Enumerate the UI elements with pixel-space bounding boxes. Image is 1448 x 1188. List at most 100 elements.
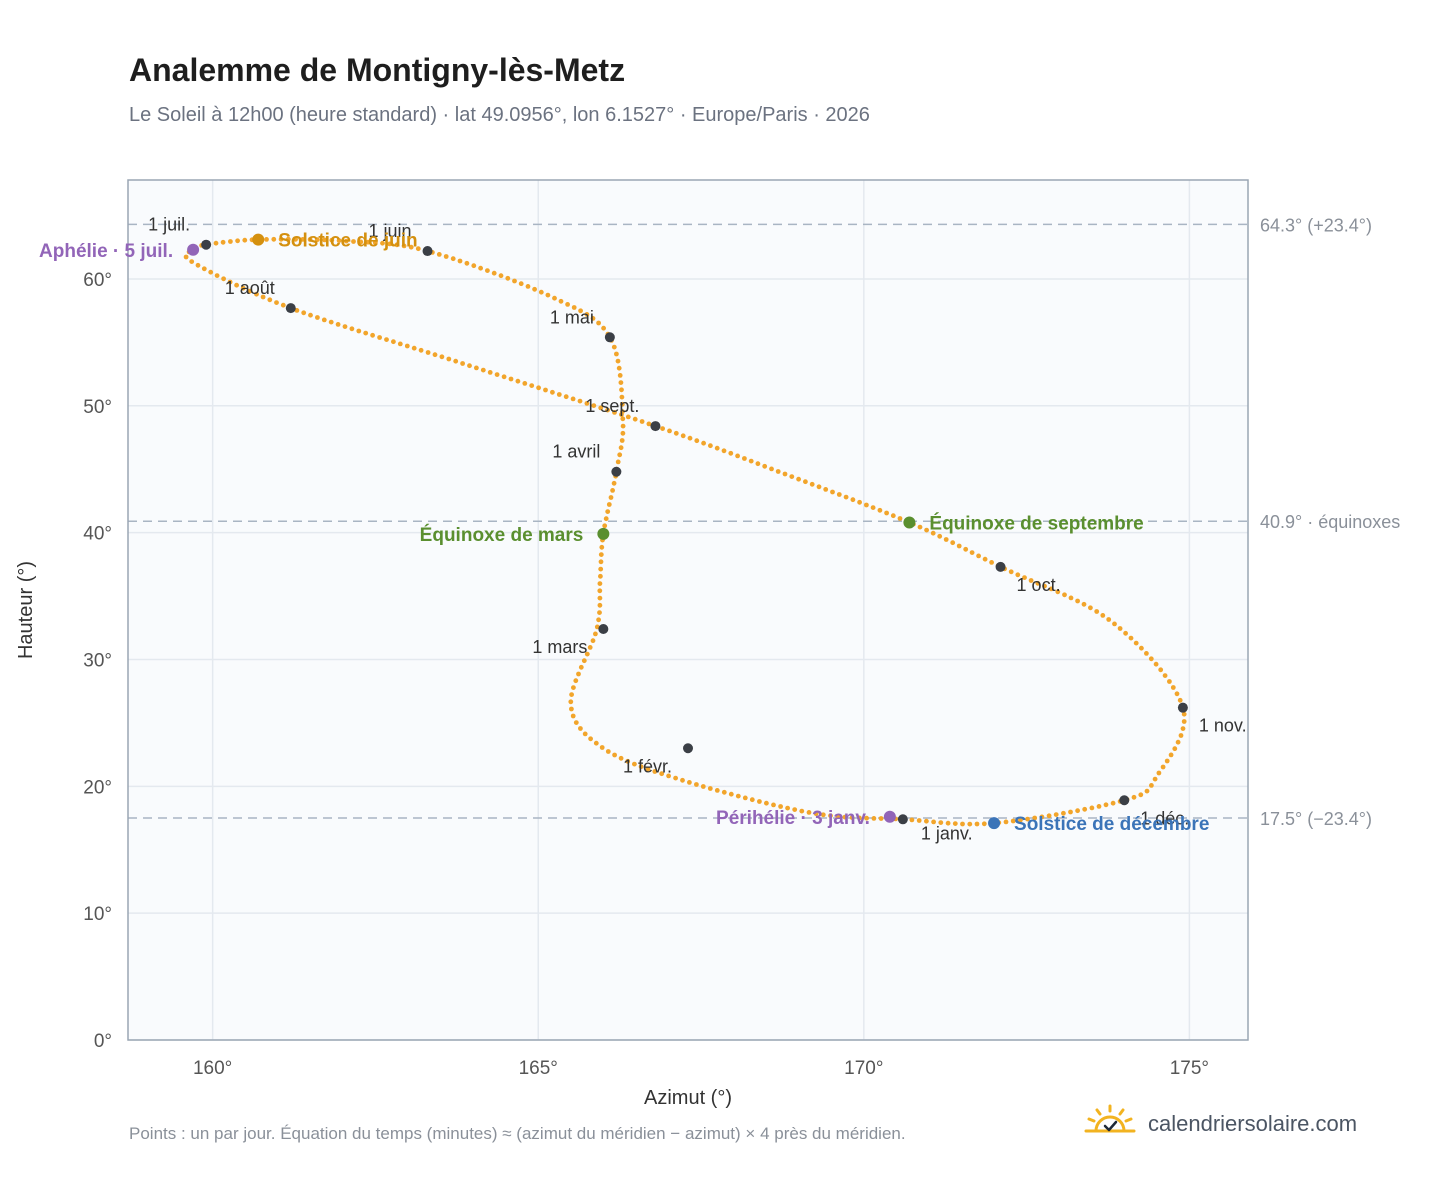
daily-point — [183, 254, 189, 260]
daily-point — [584, 401, 590, 406]
brand-text[interactable]: calendriersolaire.com — [1148, 1110, 1358, 1136]
y-tick-label: 10° — [83, 904, 112, 925]
month-marker — [1177, 702, 1188, 713]
daily-point — [573, 678, 579, 684]
daily-point — [515, 378, 521, 384]
daily-point — [1048, 586, 1054, 592]
month-label: 1 août — [225, 278, 275, 298]
daily-point — [556, 392, 562, 397]
daily-point — [611, 344, 617, 350]
daily-point — [870, 505, 876, 510]
daily-point — [694, 438, 700, 444]
daily-point — [349, 326, 355, 332]
daily-point — [619, 387, 624, 393]
daily-point — [480, 367, 486, 373]
daily-point — [598, 559, 604, 565]
daily-point — [1068, 595, 1074, 601]
month-label: 1 oct. — [1017, 575, 1061, 595]
daily-point — [842, 814, 848, 820]
daily-point — [525, 284, 531, 289]
daily-point — [545, 292, 551, 298]
daily-point — [646, 421, 652, 427]
daily-point — [632, 416, 638, 422]
daily-point — [1082, 806, 1088, 812]
daily-point — [380, 240, 385, 246]
daily-point — [956, 543, 962, 549]
daily-point — [625, 758, 631, 764]
daily-point — [605, 749, 611, 754]
daily-point — [387, 241, 393, 247]
event-marker — [883, 810, 896, 823]
event-label: Aphélie · 5 juil. — [39, 241, 173, 262]
daily-point — [581, 658, 587, 664]
daily-point — [701, 440, 706, 446]
daily-point — [597, 595, 603, 601]
daily-point — [471, 263, 477, 269]
daily-point — [363, 330, 369, 336]
reference-lines: 64.3° (+23.4°) 40.9° · équinoxes 17.5° (−2… — [128, 215, 1400, 829]
daily-point — [820, 812, 826, 818]
daily-point — [615, 459, 621, 465]
daily-point — [370, 332, 375, 338]
daily-point — [294, 308, 300, 313]
daily-point — [721, 448, 727, 454]
daily-point — [401, 243, 407, 249]
daily-point — [1172, 746, 1178, 752]
daily-point — [1170, 685, 1176, 690]
daily-point — [666, 773, 671, 779]
y-tick-label: 0° — [94, 1031, 112, 1052]
daily-point — [1178, 733, 1184, 738]
daily-point — [565, 302, 570, 307]
daily-point — [687, 780, 692, 785]
daily-point — [314, 237, 320, 243]
daily-point — [343, 238, 349, 244]
daily-point — [748, 458, 754, 464]
daily-point — [1174, 691, 1180, 697]
daily-point — [213, 240, 219, 246]
month-marker — [995, 561, 1006, 572]
daily-point — [254, 291, 259, 297]
daily-point — [618, 755, 624, 761]
daily-point — [453, 358, 459, 364]
month-marker — [201, 239, 212, 250]
brand[interactable]: calendriersolaire.com — [1084, 1104, 1357, 1143]
daily-point — [1003, 819, 1009, 825]
daily-point — [408, 244, 414, 250]
daily-point — [775, 469, 781, 474]
daily-point — [1181, 719, 1187, 724]
daily-point — [571, 685, 576, 690]
daily-point — [1138, 792, 1144, 798]
daily-point — [365, 239, 371, 245]
analemma-curve — [183, 236, 1187, 827]
daily-point — [404, 343, 410, 349]
daily-point — [735, 793, 741, 799]
daily-point — [982, 556, 988, 562]
daily-point — [342, 324, 348, 329]
daily-point — [584, 651, 590, 657]
daily-point — [963, 546, 969, 552]
daily-point — [619, 412, 624, 417]
daily-point — [1039, 814, 1045, 820]
daily-point — [1015, 572, 1021, 578]
daily-point — [680, 433, 686, 439]
daily-point — [221, 276, 227, 282]
daily-point — [645, 766, 651, 772]
daily-point — [446, 356, 452, 362]
daily-point — [1022, 575, 1027, 580]
daily-point — [830, 489, 835, 495]
daily-point — [950, 540, 956, 546]
daily-point — [976, 553, 981, 559]
daily-point — [857, 815, 862, 821]
daily-point — [597, 602, 603, 608]
event-label: Équinoxe de septembre — [929, 512, 1143, 534]
daily-point — [930, 530, 936, 536]
daily-point — [563, 394, 569, 400]
daily-point — [384, 337, 389, 342]
daily-point — [878, 816, 884, 821]
daily-point — [792, 807, 798, 812]
daily-point — [242, 237, 248, 243]
daily-point — [358, 239, 364, 245]
daily-point — [597, 588, 603, 594]
daily-point — [598, 405, 604, 411]
event-marker — [903, 516, 916, 529]
